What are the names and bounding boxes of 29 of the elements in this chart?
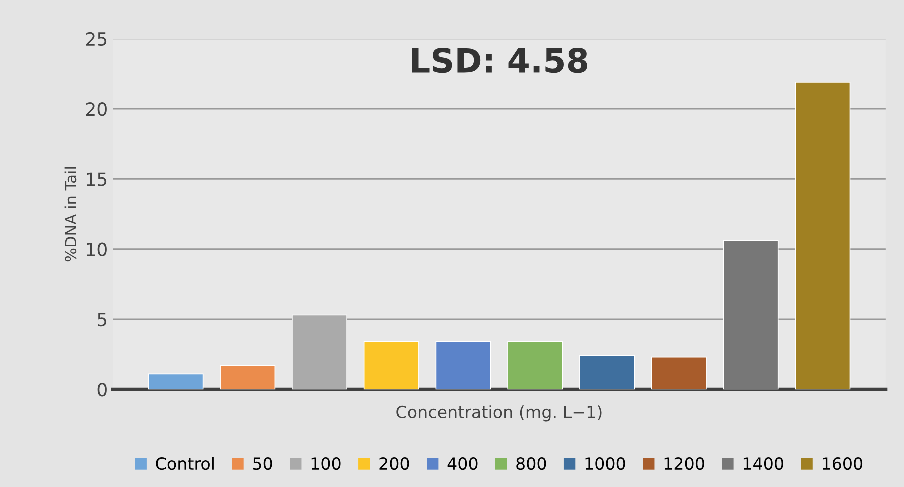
legend-label: 1600 (823, 457, 863, 470)
y-tick-label: 10 (87, 242, 107, 256)
bar (795, 82, 851, 390)
legend-label: 1400 (744, 457, 784, 470)
chart-title: LSD: 4.58 (412, 48, 588, 74)
legend-label: 100 (312, 457, 341, 470)
y-tick-label: 0 (98, 383, 107, 397)
bar (508, 341, 564, 390)
bar (148, 374, 204, 390)
bar (436, 341, 492, 390)
legend-label: 50 (253, 457, 272, 470)
bar (220, 365, 276, 390)
bar (292, 314, 348, 390)
legend-label: 400 (448, 457, 478, 470)
legend-label: 800 (516, 457, 546, 470)
bar (364, 341, 420, 390)
legend-label: Control (156, 457, 214, 470)
bar (651, 356, 707, 390)
y-tick-label: 20 (86, 102, 107, 116)
y-tick-label: 5 (98, 313, 107, 327)
legend-label: 200 (380, 457, 410, 470)
bar (723, 240, 779, 390)
legend-label: 1200 (664, 457, 704, 470)
x-axis-title: Concentration (mg. L−1) (396, 406, 602, 422)
y-axis-title: %DNA in Tail (64, 167, 77, 262)
bar (580, 356, 636, 390)
y-tick-label: 25 (86, 32, 107, 46)
y-tick-label: 15 (87, 172, 107, 186)
legend-label: 1000 (586, 457, 626, 470)
